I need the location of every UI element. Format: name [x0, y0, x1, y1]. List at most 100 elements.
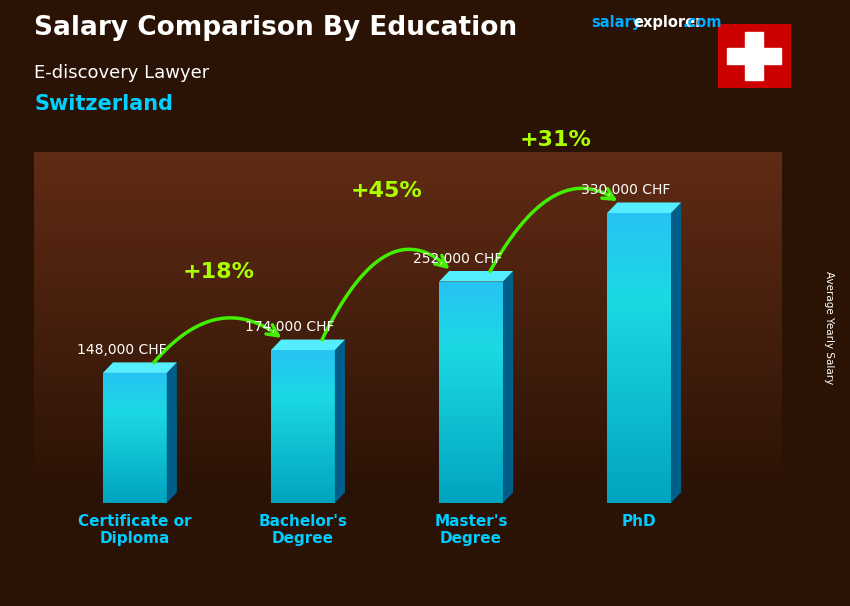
Bar: [607, 396, 671, 397]
Bar: [271, 380, 335, 381]
Bar: [607, 448, 671, 449]
Bar: [271, 441, 335, 442]
Bar: [439, 368, 503, 369]
Bar: [439, 327, 503, 328]
Bar: [103, 397, 167, 398]
Bar: [103, 451, 167, 452]
Bar: [607, 395, 671, 396]
Bar: [439, 472, 503, 473]
Bar: [271, 451, 335, 453]
Bar: [607, 284, 671, 285]
Bar: [103, 452, 167, 453]
Bar: [607, 419, 671, 421]
Bar: [271, 460, 335, 461]
Bar: [271, 495, 335, 496]
Bar: [103, 430, 167, 431]
Bar: [103, 483, 167, 484]
Bar: [439, 328, 503, 329]
Bar: [607, 241, 671, 242]
Bar: [607, 262, 671, 264]
Bar: [607, 323, 671, 325]
Polygon shape: [335, 339, 345, 503]
Bar: [439, 432, 503, 433]
Bar: [607, 462, 671, 464]
Bar: [103, 395, 167, 396]
Bar: [439, 336, 503, 337]
Bar: [439, 310, 503, 311]
Bar: [607, 356, 671, 358]
Bar: [607, 249, 671, 251]
Bar: [271, 387, 335, 388]
Bar: [103, 412, 167, 413]
Text: Average Yearly Salary: Average Yearly Salary: [824, 271, 834, 384]
Bar: [607, 402, 671, 403]
Bar: [103, 456, 167, 457]
Bar: [103, 457, 167, 458]
Bar: [103, 492, 167, 493]
Bar: [439, 427, 503, 428]
Bar: [607, 264, 671, 265]
Bar: [439, 420, 503, 421]
Bar: [271, 402, 335, 403]
Bar: [439, 500, 503, 501]
Bar: [271, 371, 335, 372]
Bar: [607, 291, 671, 293]
Bar: [103, 487, 167, 488]
Bar: [271, 434, 335, 435]
Bar: [271, 479, 335, 480]
Bar: [103, 477, 167, 478]
Bar: [271, 501, 335, 502]
Bar: [271, 398, 335, 399]
Bar: [439, 467, 503, 468]
Bar: [607, 471, 671, 473]
Bar: [607, 388, 671, 390]
Bar: [607, 500, 671, 502]
Bar: [607, 251, 671, 252]
Bar: [607, 239, 671, 241]
Bar: [103, 392, 167, 393]
Bar: [439, 398, 503, 399]
Bar: [103, 466, 167, 467]
Bar: [439, 422, 503, 423]
Bar: [271, 489, 335, 490]
Bar: [271, 422, 335, 423]
Bar: [439, 413, 503, 415]
Bar: [607, 319, 671, 321]
Bar: [271, 492, 335, 493]
Bar: [607, 487, 671, 488]
Bar: [607, 451, 671, 452]
Bar: [439, 342, 503, 344]
Bar: [271, 421, 335, 422]
Bar: [439, 298, 503, 299]
Bar: [439, 339, 503, 340]
Bar: [271, 465, 335, 466]
Bar: [607, 441, 671, 442]
Bar: [607, 381, 671, 382]
Bar: [271, 457, 335, 458]
Bar: [271, 357, 335, 358]
Bar: [103, 406, 167, 407]
Bar: [439, 491, 503, 492]
Bar: [439, 495, 503, 496]
Bar: [439, 459, 503, 460]
Bar: [439, 421, 503, 422]
Bar: [607, 281, 671, 282]
Bar: [271, 375, 335, 376]
Bar: [607, 426, 671, 428]
Bar: [103, 493, 167, 494]
Bar: [271, 427, 335, 428]
Bar: [439, 285, 503, 286]
Bar: [439, 290, 503, 291]
Bar: [439, 333, 503, 335]
Bar: [607, 436, 671, 438]
Bar: [439, 425, 503, 427]
Bar: [607, 362, 671, 364]
Bar: [439, 419, 503, 420]
Bar: [439, 297, 503, 298]
Bar: [607, 361, 671, 362]
Bar: [439, 378, 503, 379]
Bar: [271, 448, 335, 450]
Bar: [439, 447, 503, 448]
Bar: [607, 368, 671, 370]
Bar: [103, 386, 167, 387]
